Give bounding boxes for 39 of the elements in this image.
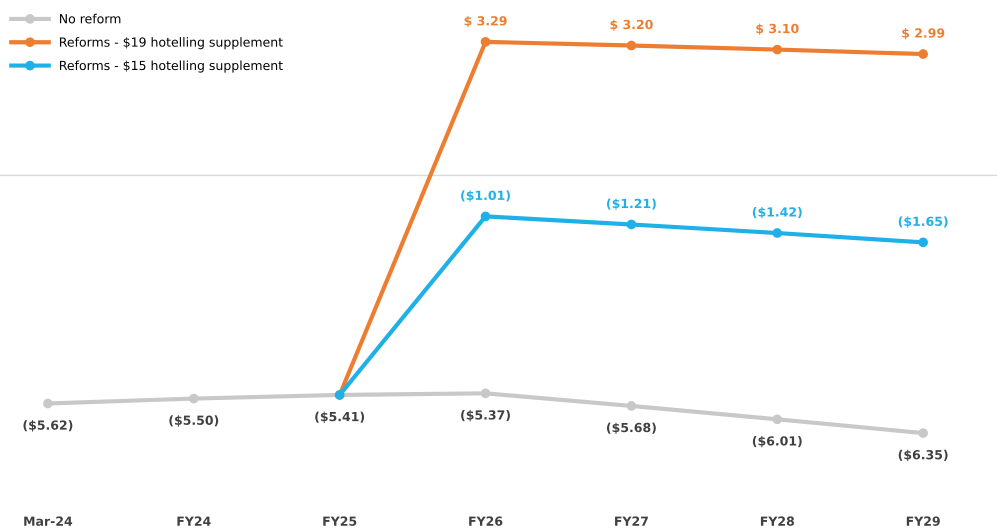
point xyxy=(918,428,928,438)
data-label: $ 3.20 xyxy=(610,20,653,31)
x-tick-label: FY24 xyxy=(177,516,211,526)
data-label: ($6.35) xyxy=(898,450,948,462)
data-label: ($5.50) xyxy=(169,415,218,427)
point xyxy=(626,401,636,411)
x-tick-label: FY27 xyxy=(615,516,648,526)
data-label: $ 3.10 xyxy=(756,24,799,35)
legend-label: No reform xyxy=(60,14,120,24)
point xyxy=(43,398,53,408)
point xyxy=(480,212,490,222)
point xyxy=(188,394,199,404)
data-label: ($6.01) xyxy=(752,436,802,448)
data-label: $ 3.29 xyxy=(464,16,507,28)
point xyxy=(626,40,636,50)
point xyxy=(918,237,928,248)
data-label: ($1.65) xyxy=(898,216,948,228)
point xyxy=(480,37,490,47)
data-label: ($1.42) xyxy=(752,207,802,218)
x-tick-label: FY28 xyxy=(760,516,794,526)
data-label: ($5.62) xyxy=(23,420,72,432)
point xyxy=(772,414,782,424)
x-tick-label: Mar-24 xyxy=(24,516,72,526)
point xyxy=(772,228,782,238)
x-tick-label: FY26 xyxy=(469,516,502,526)
point xyxy=(918,49,928,59)
data-label: ($1.01) xyxy=(461,190,510,202)
data-label: ($5.41) xyxy=(315,412,364,423)
point xyxy=(626,220,636,230)
data-label: ($5.37) xyxy=(461,410,510,422)
x-tick-label: FY29 xyxy=(906,516,940,526)
legend-label: Reforms - $19 hotelling supplement xyxy=(60,37,283,50)
point xyxy=(772,44,782,54)
data-label: ($5.68) xyxy=(606,422,656,434)
x-tick-label: FY25 xyxy=(323,516,356,526)
data-label: ($1.21) xyxy=(606,198,656,210)
legend-label: Reforms - $15 hotelling supplement xyxy=(60,60,283,73)
point xyxy=(480,388,490,398)
data-label: $ 2.99 xyxy=(902,28,944,40)
